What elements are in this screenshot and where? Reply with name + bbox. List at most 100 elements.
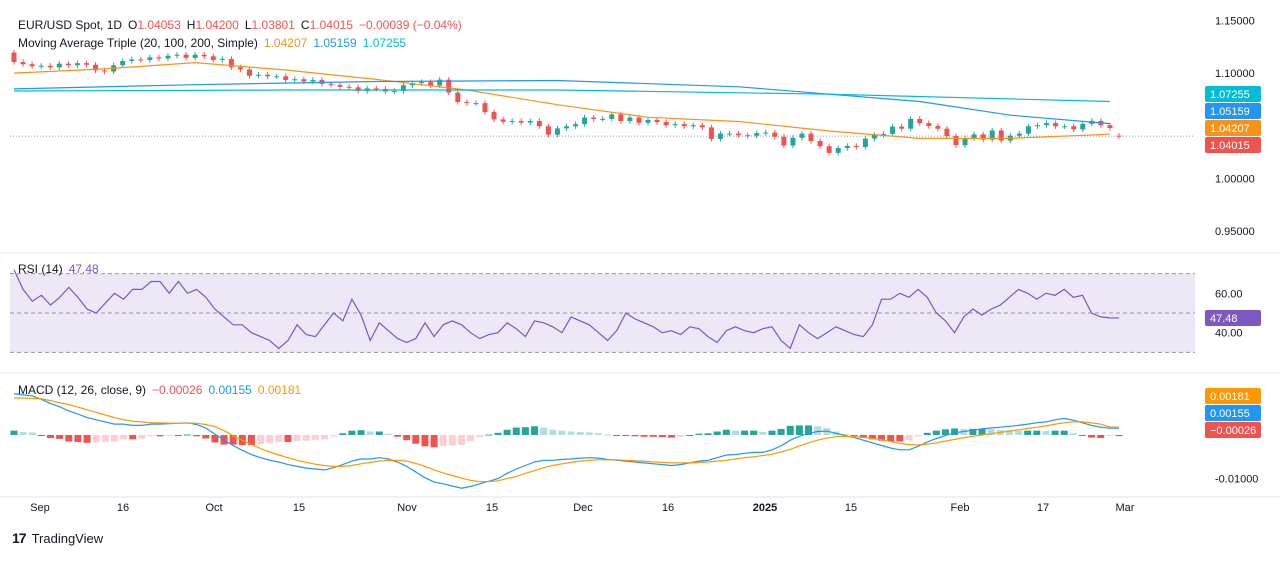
candle-body — [48, 66, 53, 68]
candle-body — [926, 123, 931, 126]
low-label: L — [245, 18, 252, 32]
candle-body — [818, 141, 823, 146]
macd-hist-bar — [595, 433, 602, 435]
macd-hist-bar — [157, 435, 164, 436]
x-tick-label: Feb — [951, 502, 970, 514]
macd-hist-bar — [513, 428, 520, 435]
candle-body — [347, 87, 352, 88]
candle-body — [156, 57, 161, 58]
x-tick-label: 16 — [662, 502, 674, 514]
candle-body — [736, 134, 741, 136]
macd-hist-bar — [476, 435, 483, 437]
candle-body — [827, 146, 832, 153]
macd-label[interactable]: MACD (12, 26, close, 9) — [18, 383, 146, 397]
ma100-axis-label: 1.05159 — [1210, 106, 1250, 118]
macd-hist-bar — [741, 431, 748, 435]
open-value: 1.04053 — [137, 18, 180, 32]
candle-body — [845, 146, 850, 148]
macd-hist-bar — [787, 426, 794, 435]
macd-hist-bar — [321, 435, 328, 439]
candle-body — [292, 79, 297, 80]
candle-body — [953, 136, 958, 145]
ma200-value: 1.07255 — [363, 36, 406, 50]
candle-body — [917, 119, 922, 123]
macd-hist-bar — [668, 435, 675, 438]
macd-hist-bar — [1088, 435, 1095, 438]
macd-hist-bar — [814, 426, 821, 435]
ma-label[interactable]: Moving Average Triple (20, 100, 200, Sim… — [18, 36, 258, 50]
candle-body — [700, 125, 705, 127]
macd-hist-bar — [568, 432, 575, 435]
macd-hist-bar — [1097, 435, 1104, 438]
ma100-value: 1.05159 — [313, 36, 356, 50]
candle-body — [1044, 123, 1049, 125]
ma20-line — [14, 63, 1110, 139]
candle-body — [1117, 136, 1122, 137]
candle-body — [1017, 134, 1022, 136]
ma200-axis-label: 1.07255 — [1210, 89, 1250, 101]
candle-body — [75, 63, 80, 65]
macd-hist-bar — [330, 435, 337, 436]
macd-hist-bar — [549, 430, 556, 435]
candle-body — [175, 55, 180, 56]
close-value: 1.04015 — [310, 18, 353, 32]
macd-hist-bar — [750, 431, 757, 435]
candle-body — [21, 62, 26, 64]
tradingview-logo-icon[interactable]: 17 — [12, 530, 26, 546]
macd-tick-label: -0.01000 — [1215, 474, 1258, 486]
macd-hist-bar — [686, 435, 693, 436]
candle-body — [555, 128, 560, 134]
macd-hist-bar — [102, 435, 109, 442]
candle-body — [39, 66, 44, 67]
macd-hist-bar — [275, 435, 282, 442]
price-tick-label: 0.95000 — [1215, 226, 1255, 238]
macd-hist-bar — [641, 435, 648, 437]
candle-body — [691, 125, 696, 126]
rsi-label[interactable]: RSI (14) — [18, 262, 63, 276]
ma-legend: Moving Average Triple (20, 100, 200, Sim… — [18, 36, 406, 50]
macd-hist-bar — [622, 435, 629, 436]
candle-body — [582, 118, 587, 125]
macd-hist-bar — [202, 435, 209, 438]
candle-body — [636, 118, 641, 123]
candle-body — [1026, 126, 1031, 133]
macd-hist-bar — [1116, 435, 1123, 436]
macd-hist-bar — [38, 435, 45, 436]
candle-body — [437, 80, 442, 86]
candle-body — [510, 121, 515, 122]
x-tick-label: 16 — [117, 502, 129, 514]
candle-body — [301, 79, 306, 81]
macd-hist-bar — [175, 435, 182, 436]
candle-body — [138, 59, 143, 60]
candle-body — [193, 55, 198, 58]
macd-hist-bar — [723, 430, 730, 435]
candle-body — [809, 134, 814, 141]
macd-hist-bar — [20, 432, 27, 435]
candle-body — [66, 64, 71, 66]
macd-hist-bar — [394, 435, 401, 437]
brand-label[interactable]: TradingView — [32, 531, 104, 546]
macd-legend: MACD (12, 26, close, 9) −0.00026 0.00155… — [18, 383, 301, 397]
macd-signal-axis-label: 0.00181 — [1210, 391, 1250, 403]
candle-body — [972, 134, 977, 138]
candle-body — [763, 133, 768, 134]
candle-body — [836, 148, 841, 153]
macd-hist-bar — [266, 435, 273, 443]
candle-body — [999, 130, 1004, 140]
macd-hist-bar — [768, 431, 775, 435]
macd-hist-bar — [1033, 431, 1040, 435]
x-tick-label: 15 — [845, 502, 857, 514]
symbol-label[interactable]: EUR/USD Spot, 1D — [18, 18, 122, 32]
macd-line — [14, 394, 1119, 489]
macd-hist-bar — [504, 430, 511, 435]
candle-body — [799, 134, 804, 138]
price-tick-label: 1.15000 — [1215, 16, 1255, 28]
macd-hist-bar — [421, 435, 428, 446]
candle-body — [591, 118, 596, 119]
macd-hist-bar — [11, 431, 18, 435]
candle-body — [274, 76, 279, 77]
macd-hist-bar — [905, 435, 912, 440]
macd-hist-bar — [732, 431, 739, 435]
candle-body — [519, 121, 524, 123]
